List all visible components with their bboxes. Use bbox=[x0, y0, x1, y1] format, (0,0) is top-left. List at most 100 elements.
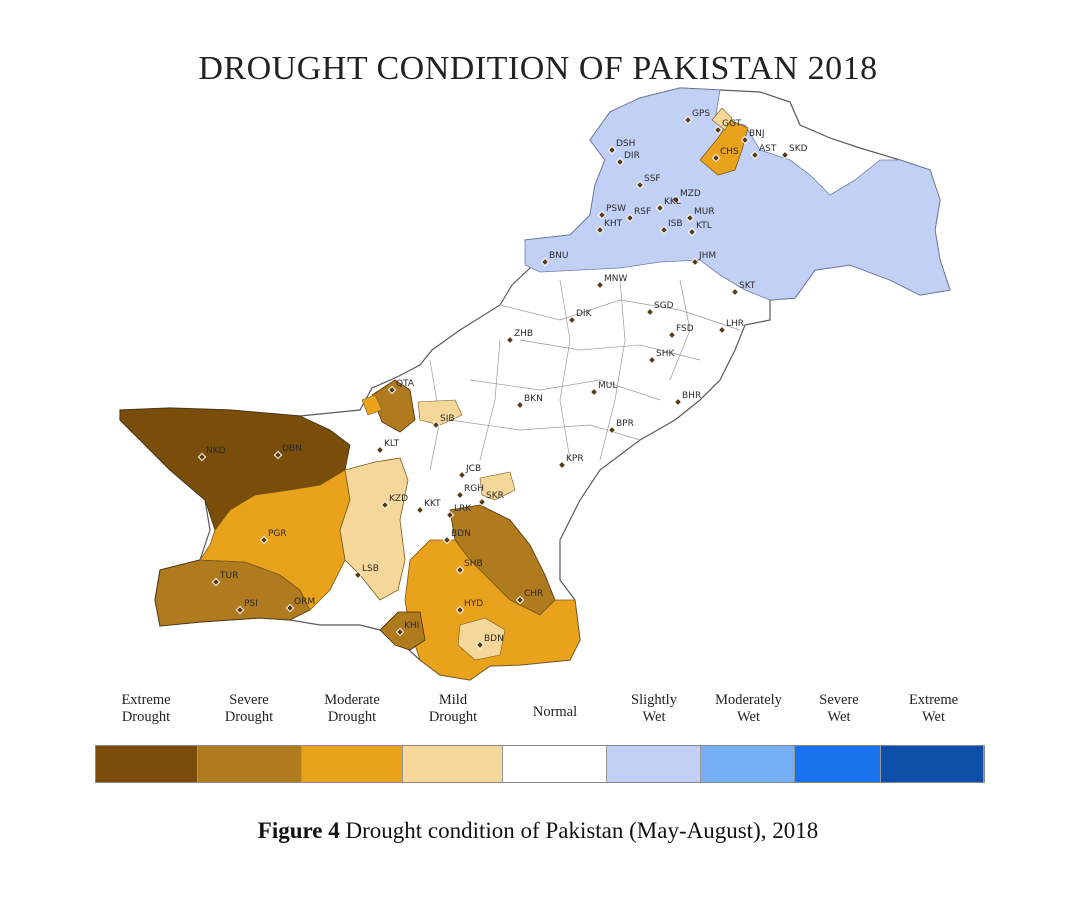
station-marker bbox=[647, 355, 657, 365]
figure-caption: Figure 4 Drought condition of Pakistan (… bbox=[0, 818, 1076, 844]
station-marker bbox=[607, 145, 617, 155]
station-label: KPR bbox=[566, 454, 584, 464]
station-label: BDN bbox=[484, 634, 504, 644]
station-marker bbox=[685, 213, 695, 223]
legend-label: Moderate Drought bbox=[324, 692, 380, 725]
station-marker bbox=[717, 325, 727, 335]
station-marker bbox=[380, 500, 390, 510]
station-marker bbox=[730, 287, 740, 297]
station-label: TUR bbox=[219, 571, 238, 581]
region-mild-drought-jacobabad bbox=[479, 471, 516, 501]
station-label: DIK bbox=[576, 309, 593, 319]
station-label: SHB bbox=[464, 559, 483, 569]
station-label: MZD bbox=[680, 189, 701, 199]
legend-color-bar bbox=[95, 745, 985, 783]
legend-label: Severe Wet bbox=[819, 692, 859, 725]
region-mild-drought-badin bbox=[457, 617, 506, 661]
station-marker bbox=[659, 225, 669, 235]
station-label: SIB bbox=[440, 414, 455, 424]
station-label: DIR bbox=[624, 151, 640, 161]
station-markers: GPS GGT BNJ CHS AST SKD DSH DIR SSF MZD PSW RSF KKL M… bbox=[197, 109, 808, 650]
station-marker bbox=[235, 605, 245, 615]
region-mild-drought-khuzdar bbox=[339, 457, 409, 601]
station-label: LHR bbox=[726, 319, 744, 329]
legend-label: Moderately Wet bbox=[715, 692, 782, 725]
station-marker bbox=[557, 460, 567, 470]
station-marker bbox=[455, 605, 465, 615]
station-label: KKL bbox=[664, 197, 681, 207]
figure-caption-label: Figure 4 bbox=[257, 818, 340, 843]
legend-label: Severe Drought bbox=[224, 692, 274, 725]
station-marker bbox=[667, 330, 677, 340]
legend-swatch bbox=[503, 746, 607, 782]
legend-label: Mild Drought bbox=[428, 692, 478, 725]
station-marker bbox=[655, 203, 665, 213]
station-marker bbox=[197, 452, 207, 462]
station-marker bbox=[457, 470, 467, 480]
station-label: KLT bbox=[384, 439, 400, 449]
station-marker bbox=[625, 213, 635, 223]
station-marker bbox=[673, 397, 683, 407]
station-label: KTL bbox=[696, 221, 712, 231]
station-marker bbox=[259, 535, 269, 545]
station-marker bbox=[395, 627, 405, 637]
station-marker bbox=[211, 577, 221, 587]
station-marker bbox=[645, 307, 655, 317]
station-marker bbox=[477, 497, 487, 507]
station-marker bbox=[540, 257, 550, 267]
legend-label: Extreme Drought bbox=[121, 692, 171, 725]
station-label: SHK bbox=[656, 349, 675, 359]
station-label: BHR bbox=[682, 391, 701, 401]
legend-label: Normal bbox=[532, 704, 578, 720]
legend-swatch bbox=[197, 746, 302, 782]
station-label: ISB bbox=[668, 219, 683, 229]
station-label: CHR bbox=[524, 589, 543, 599]
station-label: GPS bbox=[692, 109, 710, 119]
legend-swatch bbox=[606, 746, 701, 782]
station-label: BDN bbox=[451, 529, 471, 539]
station-marker bbox=[687, 227, 697, 237]
station-label: PGR bbox=[268, 529, 287, 539]
station-label: BNJ bbox=[749, 129, 765, 139]
station-marker bbox=[690, 257, 700, 267]
station-label: RGH bbox=[464, 484, 484, 494]
station-label: ORM bbox=[294, 597, 315, 607]
region-moderate-drought-quetta bbox=[361, 394, 383, 416]
station-marker bbox=[387, 385, 397, 395]
station-label: BNU bbox=[549, 251, 569, 261]
station-marker bbox=[567, 315, 577, 325]
legend-swatch bbox=[403, 746, 504, 782]
region-mild-drought-sibi bbox=[417, 399, 463, 426]
station-marker bbox=[635, 180, 645, 190]
station-marker bbox=[515, 400, 525, 410]
station-label: BPR bbox=[616, 419, 634, 429]
station-label: KKT bbox=[424, 499, 441, 509]
station-label: LSB bbox=[362, 564, 379, 574]
station-label: PSW bbox=[606, 204, 626, 214]
station-marker bbox=[740, 135, 750, 145]
region-mild-drought-north bbox=[711, 107, 733, 131]
legend-swatch bbox=[881, 746, 984, 782]
station-label: HYD bbox=[464, 599, 483, 609]
station-label: LRK bbox=[454, 504, 472, 514]
station-marker bbox=[431, 420, 441, 430]
station-label: KHT bbox=[604, 219, 623, 229]
legend-swatch bbox=[700, 746, 796, 782]
station-marker bbox=[607, 425, 617, 435]
station-label: PSI bbox=[244, 599, 258, 609]
station-marker bbox=[615, 157, 625, 167]
station-marker bbox=[505, 335, 515, 345]
station-marker bbox=[455, 565, 465, 575]
station-marker bbox=[475, 640, 485, 650]
station-marker bbox=[683, 115, 693, 125]
station-label: JCB bbox=[465, 464, 481, 474]
station-label: MUL bbox=[598, 381, 617, 391]
legend-label: Slightly Wet bbox=[631, 692, 677, 725]
station-label: SKT bbox=[739, 281, 756, 291]
region-slightly-wet-north bbox=[524, 87, 951, 301]
station-marker bbox=[595, 280, 605, 290]
station-marker bbox=[589, 387, 599, 397]
legend-labels: Extreme Drought Severe Drought Moderate Dr… bbox=[95, 692, 985, 742]
station-label: AST bbox=[759, 144, 777, 154]
